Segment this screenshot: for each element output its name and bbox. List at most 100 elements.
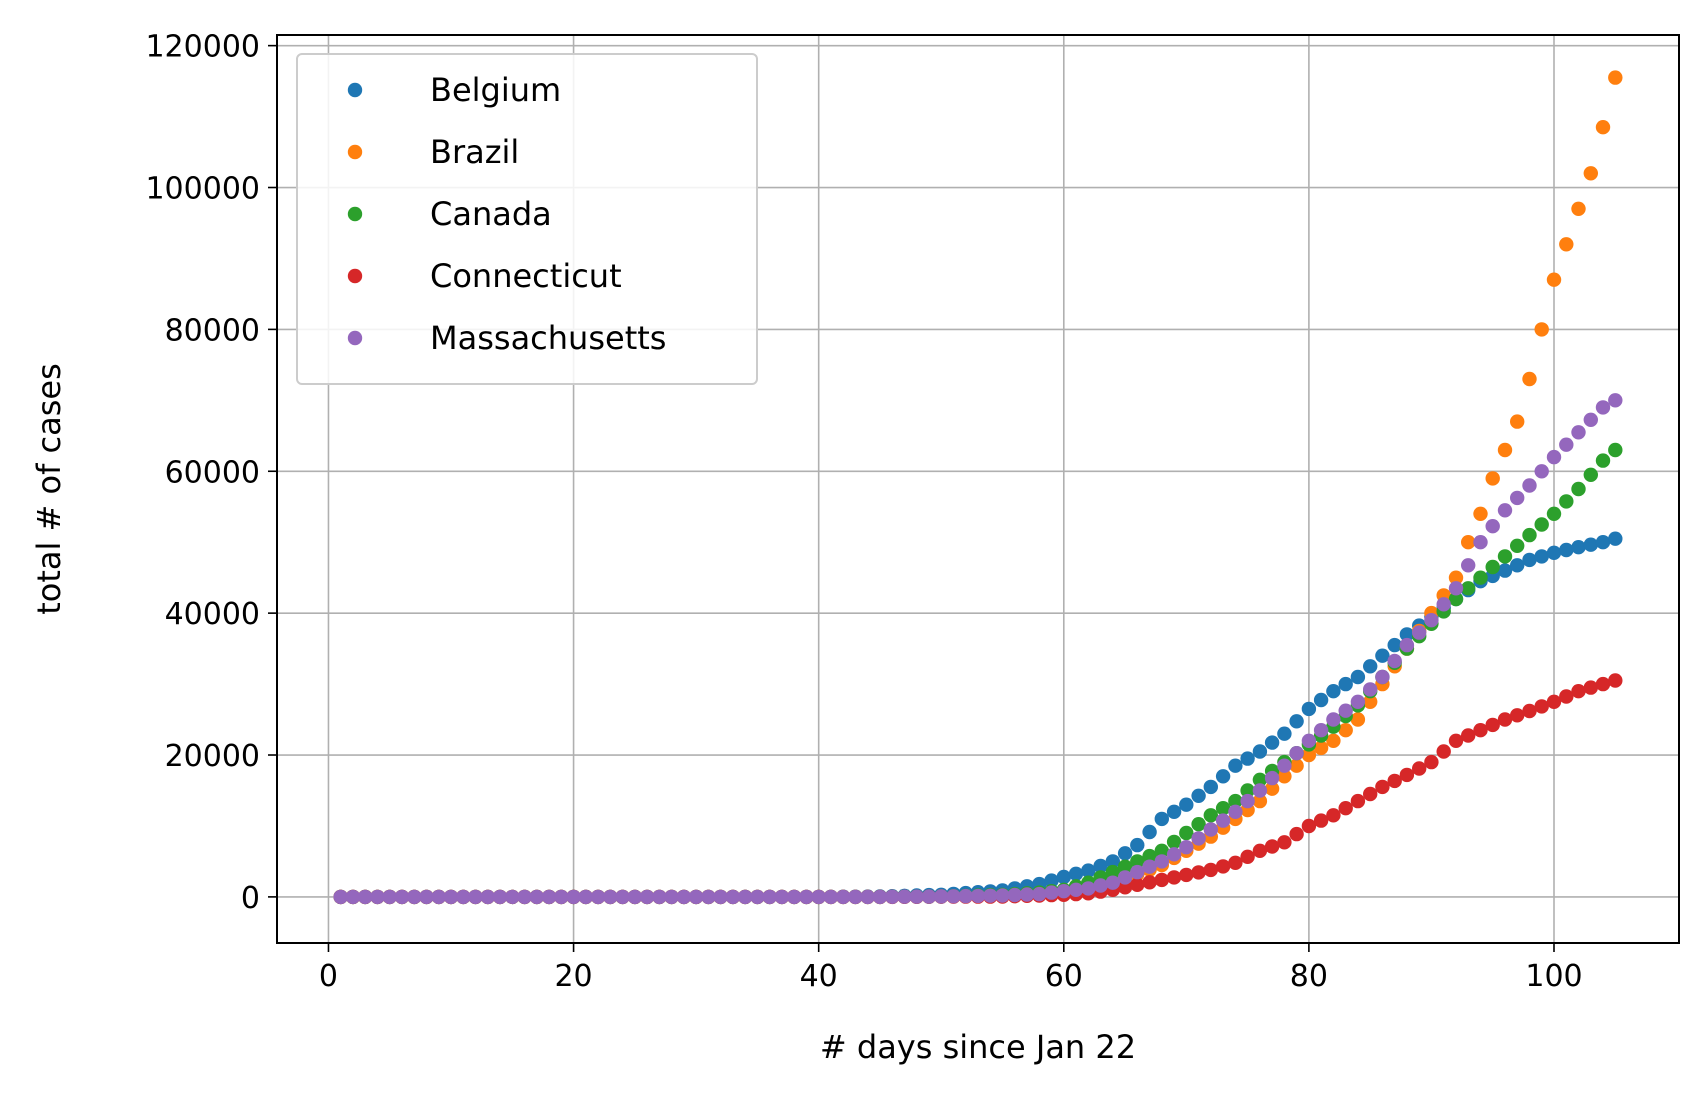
y-tick-label: 120000 — [145, 30, 260, 65]
data-point — [1595, 676, 1611, 692]
data-point — [774, 889, 790, 905]
data-point — [1326, 684, 1341, 699]
data-point — [1264, 839, 1280, 854]
data-point — [1350, 694, 1366, 709]
data-point — [1301, 701, 1317, 717]
x-tick-label: 80 — [1290, 959, 1328, 994]
data-point — [1534, 464, 1549, 479]
data-point — [468, 889, 483, 905]
data-point — [1448, 733, 1464, 748]
data-point — [505, 889, 520, 905]
data-point — [492, 889, 508, 905]
data-point — [1203, 862, 1219, 878]
data-point — [1608, 393, 1623, 408]
data-point — [1546, 545, 1562, 560]
legend-items: Belgium Brazil Canada Connecticut Massachuse… — [347, 71, 666, 357]
data-point — [1203, 822, 1219, 837]
data-point — [1485, 471, 1500, 486]
data-point — [1277, 758, 1292, 773]
data-point — [517, 889, 532, 905]
data-point — [1240, 849, 1255, 864]
data-point — [1448, 591, 1464, 607]
data-point — [1424, 613, 1439, 628]
data-point — [701, 889, 716, 905]
data-point — [1497, 712, 1513, 727]
data-point — [811, 889, 826, 905]
data-point — [1510, 558, 1525, 573]
y-tick-label: 40000 — [165, 597, 260, 632]
data-point — [1093, 878, 1108, 893]
data-point — [1583, 412, 1599, 427]
data-point — [1166, 847, 1182, 862]
data-point — [1142, 824, 1157, 840]
legend-item: Brazil — [347, 133, 519, 171]
data-point — [1546, 506, 1562, 521]
legend-marker — [347, 206, 363, 222]
data-point — [1497, 563, 1513, 578]
legend-label: Belgium — [430, 71, 561, 109]
data-point — [958, 888, 973, 904]
legend-label: Brazil — [430, 133, 519, 171]
data-point — [1436, 597, 1451, 612]
data-point — [603, 889, 618, 905]
data-point — [725, 889, 741, 905]
legend-item: Massachusetts — [347, 319, 666, 357]
data-point — [1326, 712, 1341, 727]
data-point — [1044, 885, 1059, 900]
data-point — [1289, 746, 1304, 761]
data-point — [1583, 166, 1599, 181]
data-point — [1179, 825, 1194, 841]
data-point — [738, 889, 753, 905]
data-point — [1387, 637, 1402, 653]
data-point — [872, 889, 888, 905]
data-point — [1117, 870, 1133, 885]
data-point — [1166, 834, 1182, 850]
data-point — [1559, 689, 1574, 704]
data-point — [1522, 552, 1537, 568]
data-point — [1559, 437, 1574, 452]
data-point — [456, 889, 471, 905]
data-point — [1363, 694, 1378, 709]
data-point — [1608, 531, 1623, 546]
data-point — [1264, 735, 1280, 750]
data-point — [995, 888, 1010, 903]
data-point — [1068, 866, 1084, 881]
data-point — [1473, 570, 1488, 585]
data-point — [823, 889, 839, 905]
legend-item: Belgium — [347, 71, 561, 109]
data-point — [1363, 659, 1378, 674]
data-point — [1571, 481, 1586, 497]
data-point — [1130, 877, 1145, 892]
data-point — [1375, 669, 1390, 685]
data-point — [970, 888, 986, 904]
data-point — [1081, 863, 1096, 878]
data-point — [443, 889, 459, 905]
data-point — [1154, 811, 1170, 827]
data-point — [1130, 837, 1145, 853]
data-point — [1546, 272, 1562, 287]
data-point — [1093, 858, 1108, 874]
data-point — [1510, 538, 1525, 553]
plot-frame — [276, 34, 1680, 944]
y-tick-label: 20000 — [165, 739, 260, 774]
data-point — [1301, 733, 1317, 748]
data-point — [1240, 793, 1255, 809]
data-point — [1350, 793, 1366, 809]
data-point — [1142, 848, 1157, 864]
data-point — [1142, 859, 1157, 874]
data-point — [1007, 887, 1022, 903]
data-point — [639, 889, 655, 905]
data-point — [627, 889, 643, 905]
data-point — [1019, 887, 1035, 902]
data-point — [1252, 744, 1268, 759]
data-point — [1595, 400, 1611, 415]
data-point — [946, 889, 961, 904]
data-point — [1191, 865, 1206, 880]
y-tick-label: 100000 — [145, 172, 260, 207]
y-tick-label: 80000 — [165, 313, 260, 348]
data-point — [1179, 840, 1194, 855]
data-point — [1117, 859, 1133, 874]
data-point — [529, 889, 544, 905]
data-point — [1387, 773, 1402, 789]
data-point — [934, 889, 949, 904]
